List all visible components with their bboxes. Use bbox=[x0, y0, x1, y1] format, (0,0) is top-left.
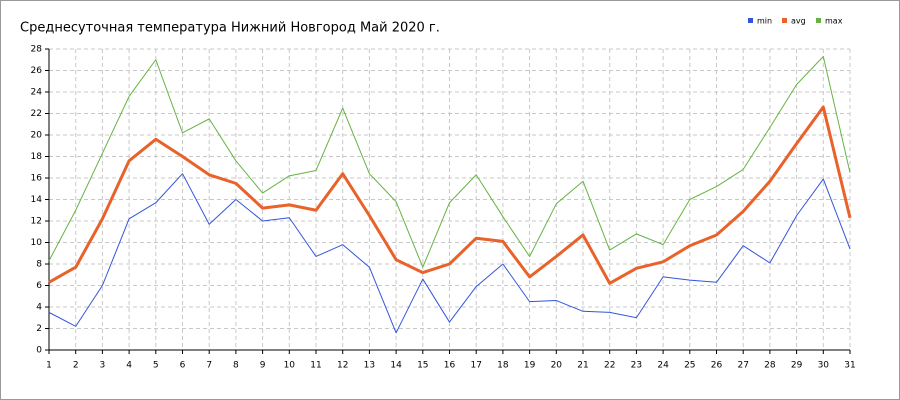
x-tick-label: 25 bbox=[684, 361, 695, 371]
x-tick-label: 17 bbox=[470, 361, 481, 371]
x-tick-label: 21 bbox=[577, 361, 588, 371]
y-tick-label: 28 bbox=[31, 45, 43, 55]
x-tick-label: 6 bbox=[180, 361, 186, 371]
legend-swatch bbox=[748, 18, 753, 23]
x-tick-label: 13 bbox=[364, 361, 375, 371]
series-line bbox=[48, 56, 851, 268]
x-tick-label: 19 bbox=[524, 361, 536, 371]
x-tick-label: 29 bbox=[791, 361, 803, 371]
y-tick-label: 16 bbox=[31, 174, 43, 184]
series-line bbox=[48, 173, 851, 334]
x-tick-label: 10 bbox=[284, 361, 296, 371]
x-tick-label: 8 bbox=[233, 361, 239, 371]
legend-swatch bbox=[782, 18, 787, 23]
y-tick-label: 0 bbox=[36, 346, 42, 356]
x-tick-label: 4 bbox=[126, 361, 132, 371]
y-tick-label: 2 bbox=[36, 324, 42, 334]
y-tick-label: 12 bbox=[31, 217, 42, 227]
legend-swatch bbox=[816, 18, 821, 23]
y-tick-label: 26 bbox=[31, 66, 43, 76]
legend-label: min bbox=[757, 17, 772, 26]
x-tick-label: 27 bbox=[737, 361, 748, 371]
x-tick-label: 31 bbox=[844, 361, 855, 371]
legend-label: max bbox=[825, 17, 843, 26]
y-tick-label: 20 bbox=[31, 131, 43, 141]
chart-title: Среднесуточная температура Нижний Новгор… bbox=[20, 21, 440, 36]
y-tick-label: 22 bbox=[31, 109, 42, 119]
x-tick-label: 30 bbox=[818, 361, 830, 371]
y-tick-label: 4 bbox=[36, 303, 42, 313]
x-tick-label: 11 bbox=[310, 361, 321, 371]
x-tick-label: 9 bbox=[260, 361, 266, 371]
x-tick-label: 7 bbox=[206, 361, 212, 371]
x-tick-label: 14 bbox=[390, 361, 402, 371]
x-tick-label: 18 bbox=[497, 361, 509, 371]
x-tick-label: 3 bbox=[100, 361, 106, 371]
x-tick-label: 24 bbox=[657, 361, 669, 371]
x-tick-label: 28 bbox=[764, 361, 776, 371]
y-tick-label: 14 bbox=[31, 195, 43, 205]
x-tick-label: 26 bbox=[711, 361, 723, 371]
series-line bbox=[48, 105, 852, 285]
legend-label: avg bbox=[791, 17, 806, 26]
y-tick-label: 18 bbox=[31, 152, 43, 162]
x-tick-label: 2 bbox=[73, 361, 79, 371]
y-tick-label: 6 bbox=[36, 281, 42, 291]
x-tick-label: 5 bbox=[153, 361, 159, 371]
x-tick-label: 23 bbox=[631, 361, 642, 371]
x-tick-label: 20 bbox=[551, 361, 563, 371]
y-tick-label: 10 bbox=[31, 238, 43, 248]
x-tick-label: 12 bbox=[337, 361, 348, 371]
y-tick-label: 8 bbox=[36, 260, 42, 270]
x-tick-label: 1 bbox=[46, 361, 52, 371]
x-tick-label: 15 bbox=[417, 361, 428, 371]
x-tick-label: 22 bbox=[604, 361, 615, 371]
y-tick-label: 24 bbox=[31, 88, 43, 98]
x-tick-label: 16 bbox=[444, 361, 456, 371]
